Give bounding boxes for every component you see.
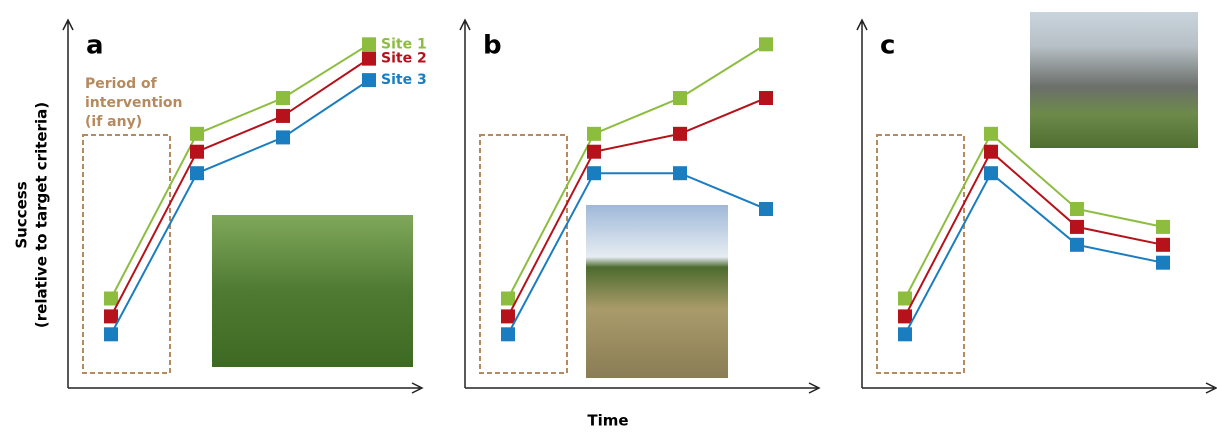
point	[190, 127, 204, 141]
point	[1156, 220, 1170, 234]
point	[190, 166, 204, 180]
point	[759, 202, 773, 216]
point	[276, 109, 290, 123]
point	[673, 166, 687, 180]
intervention-box	[83, 135, 170, 373]
point	[587, 127, 601, 141]
point	[984, 145, 998, 159]
panel-label: b	[483, 31, 502, 61]
point	[1156, 238, 1170, 252]
point	[898, 309, 912, 323]
y-axis	[63, 20, 73, 388]
point	[898, 292, 912, 306]
point	[276, 130, 290, 144]
panel-label: c	[880, 31, 895, 61]
x-axis	[68, 383, 422, 393]
point	[587, 145, 601, 159]
photo-meadow	[586, 205, 728, 378]
y-axis-label-line: (relative to target criteria)	[33, 102, 51, 328]
series-line	[905, 173, 1163, 334]
point	[673, 91, 687, 105]
x-axis	[465, 383, 819, 393]
point	[190, 145, 204, 159]
photo-pond	[1030, 12, 1198, 148]
point	[1156, 256, 1170, 270]
y-axis	[857, 20, 867, 388]
point	[1070, 202, 1084, 216]
x-axis-label: Time	[587, 412, 628, 430]
point	[362, 73, 376, 87]
annotation: intervention	[85, 95, 183, 111]
point	[587, 166, 601, 180]
intervention-box	[480, 135, 567, 373]
point	[759, 37, 773, 51]
point	[501, 292, 515, 306]
point	[1070, 220, 1084, 234]
point	[673, 127, 687, 141]
figure: Success (relative to target criteria) Ti…	[0, 0, 1217, 432]
y-axis-label: Success (relative to target criteria)	[13, 102, 51, 328]
point	[898, 327, 912, 341]
panel-label: a	[86, 31, 104, 61]
page: Success (relative to target criteria) Ti…	[0, 0, 1217, 436]
series-line	[905, 152, 1163, 317]
point	[362, 37, 376, 51]
legend-label: Site 2	[381, 51, 427, 67]
point	[501, 309, 515, 323]
point	[104, 292, 118, 306]
y-axis	[460, 20, 470, 388]
y-axis-label-line: Success	[13, 181, 31, 248]
annotation: Period of	[85, 76, 158, 92]
point	[276, 91, 290, 105]
point	[104, 327, 118, 341]
x-axis	[862, 383, 1216, 393]
series-line	[905, 134, 1163, 299]
point	[984, 166, 998, 180]
point	[759, 91, 773, 105]
point	[501, 327, 515, 341]
photo-forest	[212, 215, 413, 367]
intervention-box	[877, 135, 964, 373]
point	[362, 52, 376, 66]
point	[984, 127, 998, 141]
legend-label: Site 3	[381, 72, 427, 88]
point	[1070, 238, 1084, 252]
point	[104, 309, 118, 323]
annotation: (if any)	[85, 114, 142, 130]
